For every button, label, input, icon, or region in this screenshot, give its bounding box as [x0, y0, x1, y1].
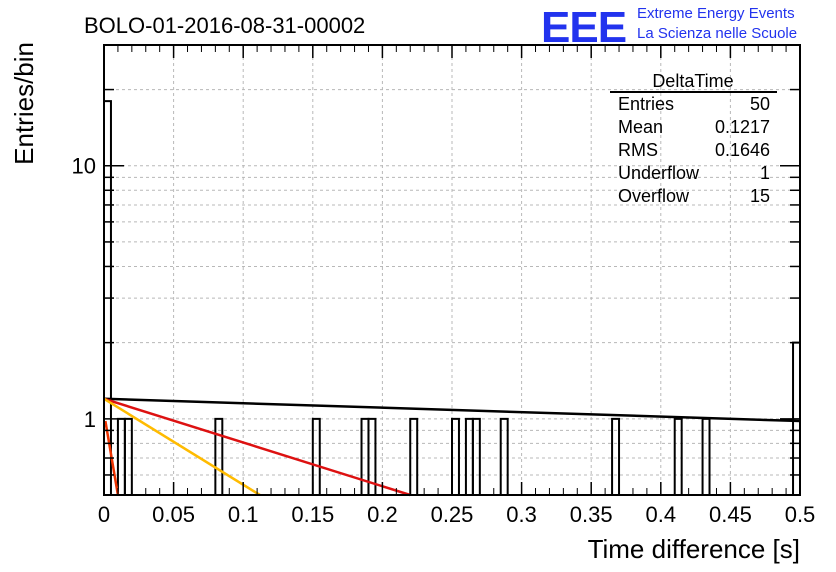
histogram-bar [611, 417, 621, 495]
stats-rows: Entries 50 Mean 0.1217 RMS 0.1646 Underflow 1 Ov… [618, 94, 770, 206]
eee-logo-line1: Extreme Energy Events [637, 5, 795, 22]
stats-row-label: RMS [618, 140, 658, 160]
stats-row-value: 0.1646 [715, 140, 770, 160]
histogram-bar [673, 417, 683, 495]
fit-curves [103, 397, 801, 497]
x-tick-label: 0.1 [228, 502, 259, 527]
x-tick-label: 0.2 [367, 502, 398, 527]
stats-title: DeltaTime [652, 71, 733, 91]
chart-title: BOLO-01-2016-08-31-00002 [84, 13, 365, 38]
histogram-bar [409, 417, 419, 495]
x-tick-labels: 0 0.05 0.1 0.15 0.2 0.25 0.3 0.35 0.4 0.45 0.5 [98, 502, 815, 527]
y-tick-labels: 1 10 [72, 154, 96, 432]
y-tick-label: 10 [72, 154, 96, 179]
histogram-bar [123, 417, 133, 495]
histogram-bar [311, 417, 321, 495]
x-tick-label: 0.4 [646, 502, 677, 527]
stats-row-label: Underflow [618, 163, 700, 183]
stats-row-value: 50 [750, 94, 770, 114]
fit-curve [103, 397, 411, 497]
x-tick-label: 0.05 [152, 502, 195, 527]
histogram-bar [451, 417, 460, 495]
stats-row-value: 1 [760, 163, 770, 183]
histogram-bar [499, 417, 509, 495]
histogram-bar [471, 417, 481, 495]
stats-row-label: Mean [618, 117, 663, 137]
x-tick-label: 0.35 [570, 502, 613, 527]
x-tick-label: 0.45 [709, 502, 752, 527]
x-tick-label: 0.3 [506, 502, 537, 527]
histogram-bar [214, 417, 224, 495]
stats-row-label: Overflow [618, 186, 690, 206]
eee-logo-line2: La Scienza nelle Scuole [637, 25, 797, 42]
x-tick-label: 0.15 [291, 502, 334, 527]
stats-row-value: 15 [750, 186, 770, 206]
eee-logo: EEE Extreme Energy Events La Scienza nel… [541, 3, 797, 52]
x-tick-label: 0.5 [785, 502, 816, 527]
stats-row-label: Entries [618, 94, 674, 114]
fit-curve [103, 397, 801, 423]
axis-ticks [103, 44, 801, 496]
eee-logo-letters: EEE [541, 3, 626, 52]
fit-curve [103, 397, 261, 497]
x-axis-label: Time difference [s] [588, 534, 800, 564]
x-tick-label: 0 [98, 502, 110, 527]
y-tick-label: 1 [84, 407, 96, 432]
histogram-bar [367, 417, 377, 495]
x-tick-label: 0.25 [431, 502, 474, 527]
stats-box: DeltaTime Entries 50 Mean 0.1217 RMS 0.1646 Un… [610, 71, 777, 206]
stats-row-value: 0.1217 [715, 117, 770, 137]
y-axis-label: Entries/bin [9, 42, 39, 165]
